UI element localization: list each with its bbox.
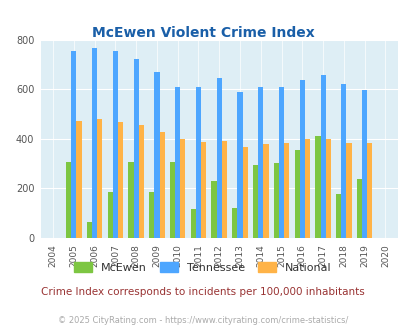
Bar bbox=[273, 163, 278, 238]
Bar bbox=[367, 143, 371, 238]
Bar bbox=[221, 141, 226, 238]
Bar bbox=[169, 162, 175, 238]
Bar bbox=[159, 132, 164, 238]
Bar bbox=[299, 81, 304, 238]
Text: Crime Index corresponds to incidents per 100,000 inhabitants: Crime Index corresponds to incidents per… bbox=[41, 287, 364, 297]
Bar bbox=[133, 59, 139, 238]
Bar bbox=[195, 87, 200, 238]
Bar bbox=[107, 192, 113, 238]
Bar bbox=[356, 180, 361, 238]
Bar bbox=[335, 194, 341, 238]
Bar bbox=[232, 208, 237, 238]
Bar bbox=[92, 48, 97, 238]
Text: © 2025 CityRating.com - https://www.cityrating.com/crime-statistics/: © 2025 CityRating.com - https://www.city… bbox=[58, 315, 347, 325]
Bar bbox=[294, 150, 299, 238]
Bar bbox=[252, 165, 258, 238]
Bar bbox=[139, 125, 144, 238]
Bar bbox=[237, 92, 242, 238]
Bar bbox=[263, 144, 268, 238]
Bar bbox=[200, 142, 206, 238]
Bar bbox=[87, 221, 92, 238]
Bar bbox=[113, 51, 118, 238]
Legend: McEwen, Tennessee, National: McEwen, Tennessee, National bbox=[70, 258, 335, 277]
Bar bbox=[325, 139, 330, 238]
Bar bbox=[345, 143, 351, 238]
Bar bbox=[258, 87, 263, 238]
Bar bbox=[154, 72, 159, 238]
Bar bbox=[341, 84, 345, 238]
Bar bbox=[97, 119, 102, 238]
Bar bbox=[284, 143, 289, 238]
Bar bbox=[361, 89, 367, 238]
Bar bbox=[175, 86, 180, 238]
Bar bbox=[149, 192, 154, 238]
Bar bbox=[315, 136, 320, 238]
Text: McEwen Violent Crime Index: McEwen Violent Crime Index bbox=[92, 26, 313, 40]
Bar bbox=[76, 121, 81, 238]
Bar bbox=[118, 122, 123, 238]
Bar bbox=[66, 162, 71, 238]
Bar bbox=[242, 147, 247, 238]
Bar bbox=[71, 51, 76, 238]
Bar bbox=[216, 78, 221, 238]
Bar bbox=[211, 181, 216, 238]
Bar bbox=[180, 139, 185, 238]
Bar bbox=[278, 86, 284, 238]
Bar bbox=[190, 209, 195, 238]
Bar bbox=[320, 76, 325, 238]
Bar bbox=[304, 139, 309, 238]
Bar bbox=[128, 162, 133, 238]
